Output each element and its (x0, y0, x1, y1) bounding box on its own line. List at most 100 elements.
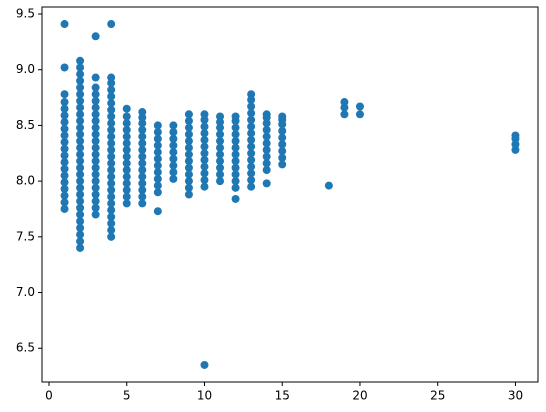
point (122, 104, 131, 113)
point (138, 132, 147, 141)
point (107, 73, 116, 82)
point (169, 134, 178, 143)
point (60, 184, 69, 193)
point (153, 207, 162, 216)
point (60, 178, 69, 187)
point (184, 150, 193, 159)
point (91, 210, 100, 219)
point (107, 79, 116, 88)
point (247, 182, 256, 191)
point (247, 176, 256, 185)
point (169, 128, 178, 137)
point (278, 133, 287, 142)
point (107, 232, 116, 241)
point (153, 161, 162, 170)
point (153, 121, 162, 130)
point (60, 90, 69, 99)
point (107, 119, 116, 128)
point (262, 159, 271, 168)
point (184, 137, 193, 146)
point (60, 158, 69, 167)
point (107, 105, 116, 114)
point (511, 145, 520, 154)
point (91, 177, 100, 186)
point (107, 199, 116, 208)
point (231, 112, 240, 121)
point (247, 102, 256, 111)
point (278, 140, 287, 149)
point (262, 152, 271, 161)
point (169, 174, 178, 183)
point (231, 163, 240, 172)
y-tick-label: 8.0 (16, 174, 35, 188)
point (60, 111, 69, 120)
point (138, 125, 147, 134)
point (200, 135, 209, 144)
point (122, 179, 131, 188)
point (107, 186, 116, 195)
point (184, 143, 193, 152)
point (153, 181, 162, 190)
point (138, 159, 147, 168)
point (91, 197, 100, 206)
point (278, 153, 287, 162)
point (76, 197, 85, 206)
point (340, 103, 349, 112)
x-tick-label: 20 (352, 389, 367, 403)
point (153, 148, 162, 157)
y-tick-label: 9.5 (16, 7, 35, 21)
point (138, 108, 147, 117)
point (107, 165, 116, 174)
point (200, 110, 209, 119)
point (247, 162, 256, 171)
point (355, 102, 364, 111)
point (122, 139, 131, 148)
point (122, 145, 131, 154)
point (184, 183, 193, 192)
point (91, 73, 100, 82)
point (200, 155, 209, 164)
point (60, 131, 69, 140)
point (262, 179, 271, 188)
point (200, 115, 209, 124)
point (216, 157, 225, 166)
point (122, 159, 131, 168)
point (511, 140, 520, 149)
point (262, 145, 271, 154)
point (153, 154, 162, 163)
point (76, 143, 85, 152)
point (76, 217, 85, 226)
point (262, 139, 271, 148)
point (122, 132, 131, 141)
point (76, 203, 85, 212)
point (216, 143, 225, 152)
point (60, 191, 69, 200)
point (153, 128, 162, 137)
point (60, 171, 69, 180)
y-tick-label: 9.0 (16, 62, 35, 76)
point (184, 130, 193, 139)
point (184, 177, 193, 186)
point (231, 194, 240, 203)
point (231, 143, 240, 152)
point (122, 199, 131, 208)
point (76, 230, 85, 239)
y-tick-label: 6.5 (16, 341, 35, 355)
point (200, 149, 209, 158)
point (107, 112, 116, 121)
point (138, 172, 147, 181)
x-tick-label: 10 (197, 389, 212, 403)
point (169, 161, 178, 170)
point (91, 96, 100, 105)
point (247, 149, 256, 158)
point (76, 90, 85, 99)
point (107, 139, 116, 148)
point (91, 190, 100, 199)
point (247, 115, 256, 124)
point (91, 203, 100, 212)
point (169, 121, 178, 130)
point (153, 168, 162, 177)
point (91, 130, 100, 139)
point (91, 90, 100, 99)
x-tick-label: 15 (275, 389, 290, 403)
